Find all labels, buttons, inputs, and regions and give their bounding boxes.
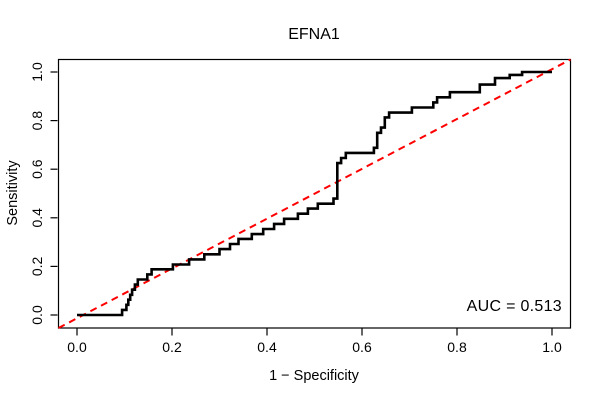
roc-curve bbox=[77, 70, 552, 317]
y-tick-label: 0.4 bbox=[29, 208, 45, 228]
y-tick-label: 0.8 bbox=[29, 111, 45, 131]
y-tick-label: 0.0 bbox=[29, 305, 45, 325]
auc-annotation: AUC = 0.513 bbox=[467, 298, 562, 315]
y-tick-label: 1.0 bbox=[29, 62, 45, 82]
chance-diagonal-line bbox=[58, 58, 571, 329]
x-tick-label: 0.0 bbox=[67, 339, 87, 355]
plot-box bbox=[57, 58, 572, 329]
x-tick-label: 1.0 bbox=[542, 339, 562, 355]
y-axis-label: Sensitivity bbox=[5, 160, 21, 226]
plot-title: EFNA1 bbox=[288, 26, 340, 43]
x-tick-label: 0.8 bbox=[447, 339, 467, 355]
x-tick-label: 0.4 bbox=[257, 339, 277, 355]
x-tick-label: 0.2 bbox=[162, 339, 182, 355]
x-axis-ticks: 0.0 0.2 0.4 0.6 0.8 1.0 bbox=[67, 328, 562, 355]
x-axis-label: 1 − Specificity bbox=[269, 368, 360, 384]
y-tick-label: 0.2 bbox=[29, 256, 45, 276]
y-axis-ticks: 0.0 0.2 0.4 0.6 0.8 1.0 bbox=[29, 62, 58, 325]
y-tick-label: 0.6 bbox=[29, 159, 45, 179]
x-tick-label: 0.6 bbox=[352, 339, 372, 355]
